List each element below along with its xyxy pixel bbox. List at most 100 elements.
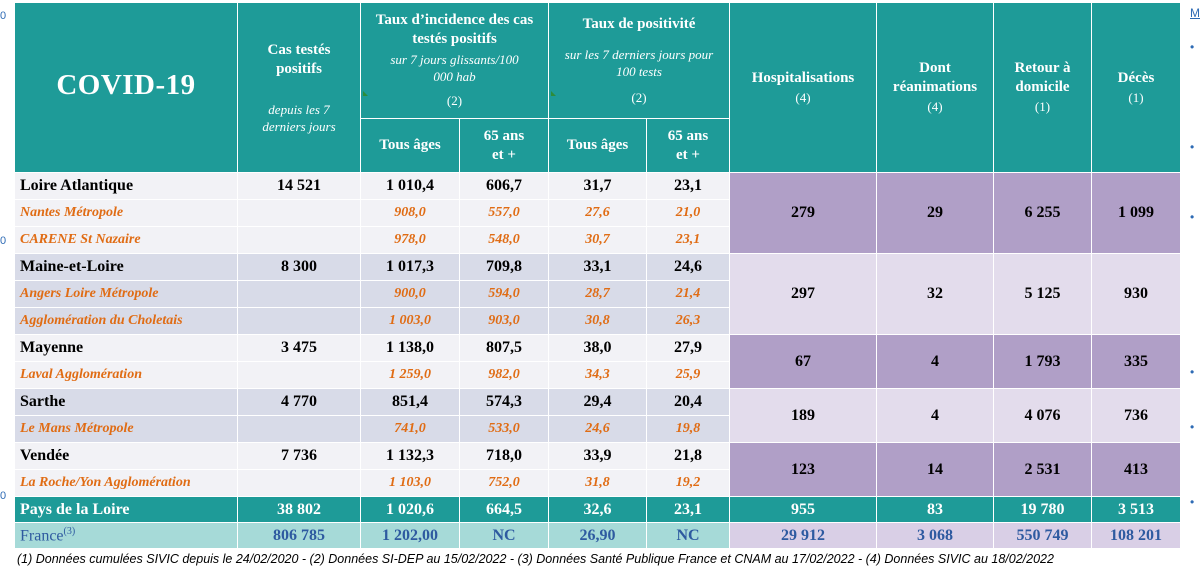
pos-all-cell: 24,6 xyxy=(548,415,647,443)
cas-cell: 806 785 xyxy=(237,522,361,549)
table-row: La Roche/Yon Agglomération 1 103,0 752,0… xyxy=(14,469,1181,497)
deces-cell: 413 xyxy=(1091,442,1181,497)
hosp-cell: 297 xyxy=(729,253,877,335)
table-row: Nantes Métropole 908,0 557,0 27,6 21,0 xyxy=(14,199,1181,227)
epci-name: Angers Loire Métropole xyxy=(14,280,238,308)
ans65-header-pos: 65 ans et + xyxy=(646,118,730,173)
cas-cell: 8 300 xyxy=(237,253,361,281)
pos-all-cell: 27,6 xyxy=(548,199,647,227)
pos-65-cell: 20,4 xyxy=(646,388,730,416)
cas-cell xyxy=(237,307,361,335)
inc-65-cell: 548,0 xyxy=(459,226,549,254)
inc-all-cell: 1 020,6 xyxy=(360,496,460,523)
hosp-cell: 123 xyxy=(729,442,877,497)
cas-cell xyxy=(237,415,361,443)
deces-cell: 3 513 xyxy=(1091,496,1181,523)
domicile-header: Retour à domicile (1) xyxy=(993,2,1092,173)
pos-all-cell: 32,6 xyxy=(548,496,647,523)
pos-all-cell: 28,7 xyxy=(548,280,647,308)
pos-65-cell: 19,8 xyxy=(646,415,730,443)
epci-name: Laval Agglomération xyxy=(14,361,238,389)
incidence-header: Taux d’incidence des cas testés positifs… xyxy=(360,2,549,119)
cas-cell xyxy=(237,361,361,389)
cas-cell: 38 802 xyxy=(237,496,361,523)
hosp-cell: 67 xyxy=(729,334,877,389)
inc-all-cell: 1 103,0 xyxy=(360,469,460,497)
table-row: Agglomération du Choletais 1 003,0 903,0… xyxy=(14,307,1181,335)
pos-all-cell: 30,7 xyxy=(548,226,647,254)
rea-cell: 4 xyxy=(876,334,994,389)
table-row: Vendée 7 736 1 132,3 718,0 33,9 21,8 123… xyxy=(14,442,1181,497)
positivite-header: Taux de positivité sur les 7 derniers jo… xyxy=(548,2,730,119)
deces-cell: 1 099 xyxy=(1091,172,1181,254)
table-row: Angers Loire Métropole 900,0 594,0 28,7 … xyxy=(14,280,1181,308)
inc-65-cell: 752,0 xyxy=(459,469,549,497)
cas-cell: 7 736 xyxy=(237,442,361,470)
inc-65-cell: 807,5 xyxy=(459,334,549,362)
dom-cell: 5 125 xyxy=(993,253,1092,335)
france-name: France(3) xyxy=(14,522,238,549)
deces-header: Décès (1) xyxy=(1091,2,1181,173)
inc-all-cell: 1 010,4 xyxy=(360,172,460,200)
dom-cell: 19 780 xyxy=(993,496,1092,523)
pos-65-cell: 23,1 xyxy=(646,496,730,523)
footnote: (1) Données cumulées SIVIC depuis le 24/… xyxy=(17,552,1054,566)
table-row: Maine-et-Loire 8 300 1 017,3 709,8 33,1 … xyxy=(14,253,1181,335)
pos-65-cell: 23,1 xyxy=(646,226,730,254)
cas-cell xyxy=(237,280,361,308)
hosp-cell: 29 912 xyxy=(729,522,877,549)
inc-65-cell: 718,0 xyxy=(459,442,549,470)
inc-all-cell: 851,4 xyxy=(360,388,460,416)
dept-name: Sarthe xyxy=(14,388,238,416)
inc-all-cell: 978,0 xyxy=(360,226,460,254)
inc-all-cell: 908,0 xyxy=(360,199,460,227)
pos-65-cell: 21,8 xyxy=(646,442,730,470)
rea-header: Dont réanimations (4) xyxy=(876,2,994,173)
inc-65-cell: 982,0 xyxy=(459,361,549,389)
pos-65-cell: 27,9 xyxy=(646,334,730,362)
inc-65-cell: 574,3 xyxy=(459,388,549,416)
pos-65-cell: 24,6 xyxy=(646,253,730,281)
deces-cell: 108 201 xyxy=(1091,522,1181,549)
pos-65-cell: 23,1 xyxy=(646,172,730,200)
pos-all-cell: 38,0 xyxy=(548,334,647,362)
table-title: COVID-19 xyxy=(14,2,238,173)
rea-cell: 83 xyxy=(876,496,994,523)
cas-cell: 4 770 xyxy=(237,388,361,416)
deces-cell: 736 xyxy=(1091,388,1181,443)
epci-name: La Roche/Yon Agglomération xyxy=(14,469,238,497)
dom-cell: 1 793 xyxy=(993,334,1092,389)
dept-name: Mayenne xyxy=(14,334,238,362)
deces-cell: 335 xyxy=(1091,334,1181,389)
tous-ages-header-pos: Tous âges xyxy=(548,118,647,173)
dept-name: Maine-et-Loire xyxy=(14,253,238,281)
pos-65-cell: 25,9 xyxy=(646,361,730,389)
pos-all-cell: 31,8 xyxy=(548,469,647,497)
inc-all-cell: 1 202,00 xyxy=(360,522,460,549)
inc-all-cell: 1 138,0 xyxy=(360,334,460,362)
cas-cell: 3 475 xyxy=(237,334,361,362)
inc-65-cell: 533,0 xyxy=(459,415,549,443)
cas-cell xyxy=(237,199,361,227)
pos-all-cell: 33,1 xyxy=(548,253,647,281)
pos-all-cell: 30,8 xyxy=(548,307,647,335)
pos-all-cell: 33,9 xyxy=(548,442,647,470)
table-row: Le Mans Métropole 741,0 533,0 24,6 19,8 xyxy=(14,415,1181,443)
inc-all-cell: 1 003,0 xyxy=(360,307,460,335)
epci-name: Le Mans Métropole xyxy=(14,415,238,443)
ans65-header-inc: 65 ans et + xyxy=(459,118,549,173)
hosp-header: Hospitalisations (4) xyxy=(729,2,877,173)
table-row: Loire Atlantique 14 521 1 010,4 606,7 31… xyxy=(14,172,1181,254)
table-row: Mayenne 3 475 1 138,0 807,5 38,0 27,9 67… xyxy=(14,334,1181,389)
inc-65-cell: 606,7 xyxy=(459,172,549,200)
covid-table: COVID-19 Cas testés positifs depuis les … xyxy=(14,2,1181,549)
dom-cell: 4 076 xyxy=(993,388,1092,443)
pos-65-cell: NC xyxy=(646,522,730,549)
rea-cell: 4 xyxy=(876,388,994,443)
inc-65-cell: NC xyxy=(459,522,549,549)
pos-all-cell: 34,3 xyxy=(548,361,647,389)
rea-cell: 32 xyxy=(876,253,994,335)
inc-all-cell: 1 259,0 xyxy=(360,361,460,389)
region-name: Pays de la Loire xyxy=(14,496,238,523)
cas-cell xyxy=(237,469,361,497)
